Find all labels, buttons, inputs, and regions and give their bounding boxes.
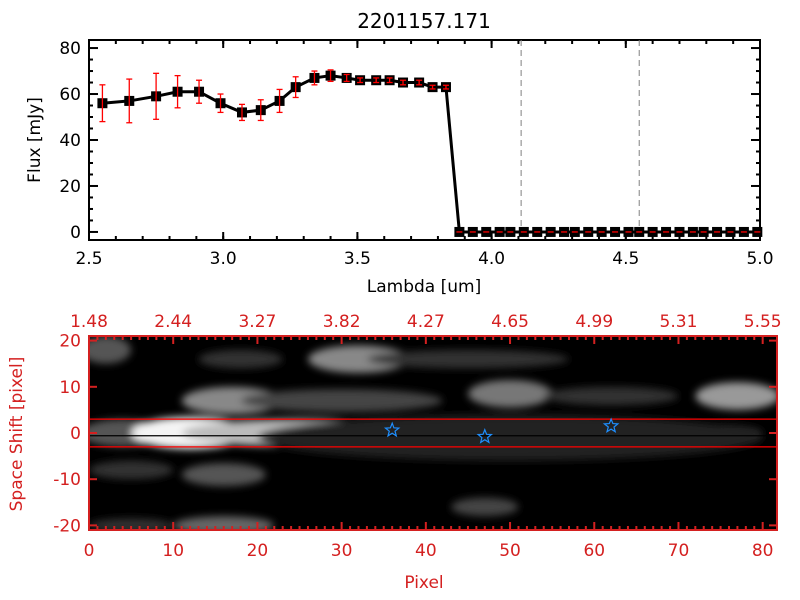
y-tick-label: 20 [59, 177, 81, 197]
image-blob [89, 460, 174, 480]
image-blob [451, 497, 519, 517]
x-tick-label: 30 [331, 541, 353, 561]
top-wavelength-tick-label: 3.27 [238, 312, 276, 332]
image-blob [89, 336, 132, 364]
image-blobs [89, 336, 777, 530]
image-blob [695, 382, 777, 410]
top-plot-frame [88, 39, 761, 241]
top-wavelength-tick-label: 5.55 [744, 312, 782, 332]
y-tick-label: 0 [70, 424, 81, 444]
image-blob [89, 518, 174, 530]
bottom-y-axis-label: Space Shift [pixel] [7, 357, 27, 512]
star-marker [476, 428, 494, 444]
flux-line [102, 74, 758, 234]
top-wavelength-tick-label: 2.44 [154, 312, 192, 332]
image-blob [181, 386, 283, 415]
x-tick-label: 50 [499, 541, 521, 561]
top-wavelength-tick-label: 5.31 [660, 312, 698, 332]
top-wavelength-tick-label: 4.27 [407, 312, 445, 332]
top-wavelength-tick-label: 4.65 [491, 312, 529, 332]
x-tick-label: 40 [415, 541, 437, 561]
top-wavelength-tick-label: 3.82 [323, 312, 361, 332]
y-tick-label: -20 [53, 516, 81, 536]
y-tick-label: 10 [59, 378, 81, 398]
x-tick-label: 70 [668, 541, 690, 561]
y-tick-label: 80 [59, 39, 81, 59]
x-tick-label: 20 [247, 541, 269, 561]
x-tick-label: 3.0 [210, 249, 237, 269]
bottom-x-axis-label: Pixel [404, 573, 443, 593]
x-tick-label: 0 [84, 541, 95, 561]
top-wavelength-tick-label: 1.48 [70, 312, 108, 332]
image-blob [308, 345, 409, 373]
image-blob [240, 389, 443, 413]
image-blob [181, 463, 266, 487]
x-tick-label: 3.5 [344, 249, 371, 269]
top-x-axis-label: Lambda [um] [367, 277, 481, 297]
image-blob [258, 414, 763, 461]
x-tick-label: 80 [752, 541, 774, 561]
image-blob [173, 516, 275, 530]
image-blob [198, 349, 283, 369]
x-tick-label: 4.0 [478, 249, 505, 269]
x-tick-label: 10 [162, 541, 184, 561]
y-tick-label: 0 [70, 223, 81, 243]
star-marker [383, 421, 401, 438]
y-tick-label: 60 [59, 85, 81, 105]
star-marker [602, 417, 620, 434]
image-blob [367, 349, 569, 369]
image-blob [468, 379, 553, 408]
x-tick-label: 4.5 [612, 249, 639, 269]
x-tick-label: 2.5 [75, 249, 102, 269]
x-tick-label: 60 [583, 541, 605, 561]
top-wavelength-tick-label: 4.99 [575, 312, 613, 332]
chart-title: 2201157.171 [357, 9, 491, 33]
y-tick-label: 20 [59, 332, 81, 352]
y-tick-label: -10 [53, 470, 81, 490]
top-y-axis-label: Flux [mJy] [25, 97, 45, 183]
y-tick-label: 40 [59, 131, 81, 151]
image-blob [543, 386, 679, 406]
x-tick-label: 5.0 [746, 249, 773, 269]
